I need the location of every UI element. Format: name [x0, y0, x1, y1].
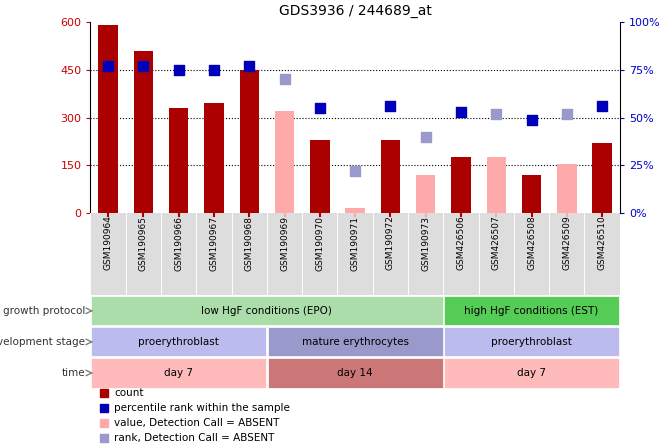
- Bar: [134, 51, 153, 213]
- Bar: [522, 175, 541, 213]
- Point: [174, 67, 184, 74]
- Point: [597, 103, 608, 110]
- Text: day 7: day 7: [164, 368, 193, 378]
- Text: GSM190966: GSM190966: [174, 216, 183, 270]
- Point: [98, 420, 109, 427]
- Text: proerythroblast: proerythroblast: [491, 337, 572, 347]
- Text: GSM190967: GSM190967: [210, 216, 218, 270]
- Text: low HgF conditions (EPO): low HgF conditions (EPO): [202, 306, 332, 316]
- Point: [244, 63, 255, 70]
- Bar: [310, 140, 330, 213]
- Bar: [592, 143, 612, 213]
- Text: growth protocol: growth protocol: [3, 306, 85, 316]
- Point: [98, 435, 109, 442]
- Text: time: time: [62, 368, 85, 378]
- Text: development stage: development stage: [0, 337, 85, 347]
- Text: GSM426508: GSM426508: [527, 216, 536, 270]
- Bar: [381, 140, 400, 213]
- Text: GSM426509: GSM426509: [562, 216, 572, 270]
- Point: [103, 63, 113, 70]
- Point: [420, 133, 431, 140]
- Text: GSM190973: GSM190973: [421, 216, 430, 270]
- Text: high HgF conditions (EST): high HgF conditions (EST): [464, 306, 599, 316]
- Bar: [267, 327, 443, 357]
- Bar: [486, 158, 506, 213]
- Text: rank, Detection Call = ABSENT: rank, Detection Call = ABSENT: [115, 433, 275, 444]
- Bar: [452, 158, 470, 213]
- Text: GSM190971: GSM190971: [350, 216, 360, 270]
- Text: proerythroblast: proerythroblast: [138, 337, 219, 347]
- Point: [98, 405, 109, 412]
- Point: [350, 167, 360, 174]
- Title: GDS3936 / 244689_at: GDS3936 / 244689_at: [279, 4, 431, 18]
- Bar: [91, 327, 266, 357]
- Bar: [169, 108, 188, 213]
- Bar: [91, 296, 443, 325]
- Bar: [240, 70, 259, 213]
- Point: [456, 108, 466, 115]
- Text: GSM190969: GSM190969: [280, 216, 289, 270]
- Text: GSM190964: GSM190964: [104, 216, 113, 270]
- Point: [314, 105, 325, 112]
- Point: [491, 110, 502, 117]
- Point: [385, 103, 396, 110]
- Bar: [416, 175, 436, 213]
- Bar: [444, 296, 619, 325]
- Point: [98, 390, 109, 397]
- Text: mature erythrocytes: mature erythrocytes: [302, 337, 409, 347]
- Text: GSM190972: GSM190972: [386, 216, 395, 270]
- Text: day 14: day 14: [337, 368, 373, 378]
- Text: GSM426507: GSM426507: [492, 216, 500, 270]
- Point: [279, 76, 290, 83]
- Text: value, Detection Call = ABSENT: value, Detection Call = ABSENT: [115, 418, 279, 428]
- Bar: [204, 103, 224, 213]
- Text: GSM190970: GSM190970: [316, 216, 324, 270]
- Point: [138, 63, 149, 70]
- Bar: [275, 111, 294, 213]
- Text: percentile rank within the sample: percentile rank within the sample: [115, 404, 290, 413]
- Point: [561, 110, 572, 117]
- Text: GSM190965: GSM190965: [139, 216, 148, 270]
- Bar: [91, 358, 266, 388]
- Bar: [444, 327, 619, 357]
- Text: GSM190968: GSM190968: [245, 216, 254, 270]
- Bar: [346, 208, 364, 213]
- Point: [526, 116, 537, 123]
- Text: count: count: [115, 388, 144, 399]
- Bar: [557, 164, 576, 213]
- Text: day 7: day 7: [517, 368, 546, 378]
- Bar: [267, 358, 443, 388]
- Text: GSM426506: GSM426506: [456, 216, 466, 270]
- Bar: [98, 25, 118, 213]
- Point: [208, 67, 219, 74]
- Text: GSM426510: GSM426510: [598, 216, 606, 270]
- Bar: [444, 358, 619, 388]
